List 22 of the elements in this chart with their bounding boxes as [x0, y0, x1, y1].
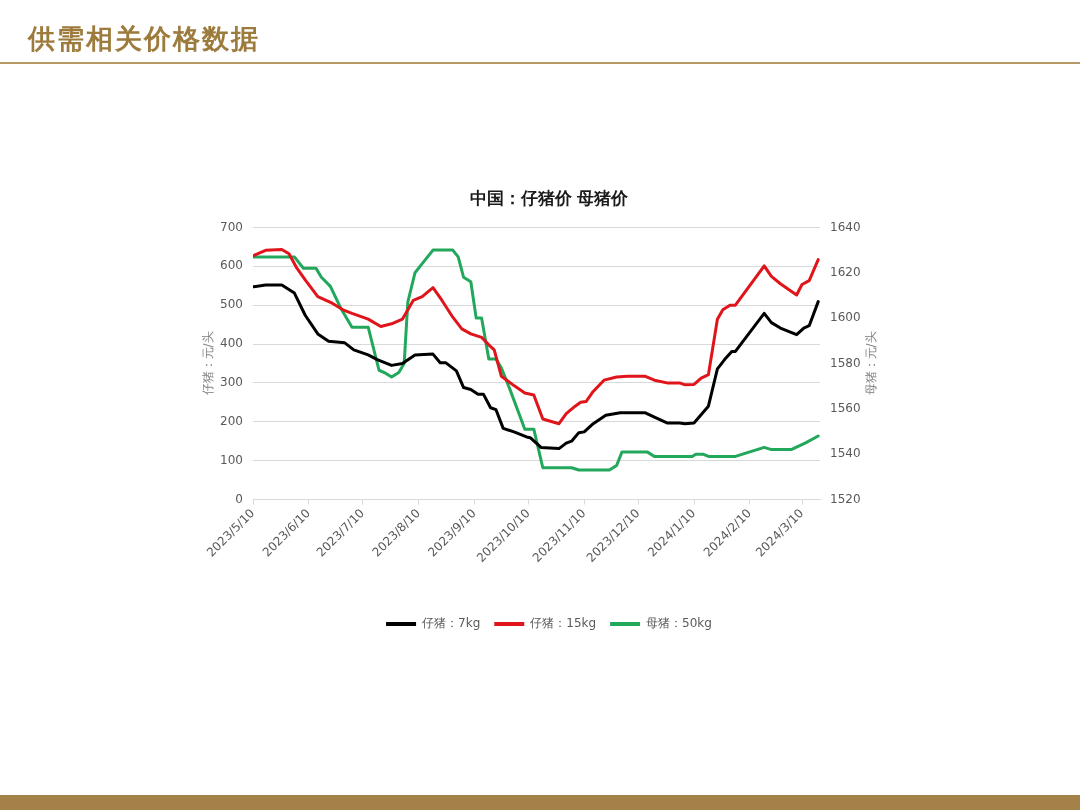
y-tick-label: 100 [220, 452, 243, 467]
y-axis-title: 仔猪：元/头 [201, 331, 216, 396]
y-tick-label: 0 [235, 491, 243, 506]
legend-label: 仔猪：15kg [530, 616, 597, 631]
y-tick-label: 400 [220, 336, 243, 351]
y2-tick-label: 1600 [830, 310, 861, 325]
y2-tick-label: 1640 [830, 219, 861, 234]
y-tick-label: 700 [220, 219, 243, 234]
y2-tick-label: 1580 [830, 355, 861, 370]
y-tick-label: 500 [220, 297, 243, 312]
y-tick-label: 200 [220, 413, 243, 428]
y-tick-label: 600 [220, 258, 243, 273]
y2-tick-label: 1560 [830, 400, 861, 415]
y2-tick-label: 1540 [830, 446, 861, 461]
y2-tick-label: 1620 [830, 264, 861, 279]
y2-axis-title: 母猪：元/头 [864, 331, 879, 396]
chart-title: 中国：仔猪价 母猪价 [469, 187, 630, 208]
legend-label: 母猪：50kg [646, 616, 712, 631]
y-tick-label: 300 [220, 375, 243, 390]
text: 供需相关价格数据 [28, 22, 260, 56]
legend-label: 仔猪：7kg [422, 616, 481, 631]
y2-tick-label: 1520 [830, 491, 861, 506]
